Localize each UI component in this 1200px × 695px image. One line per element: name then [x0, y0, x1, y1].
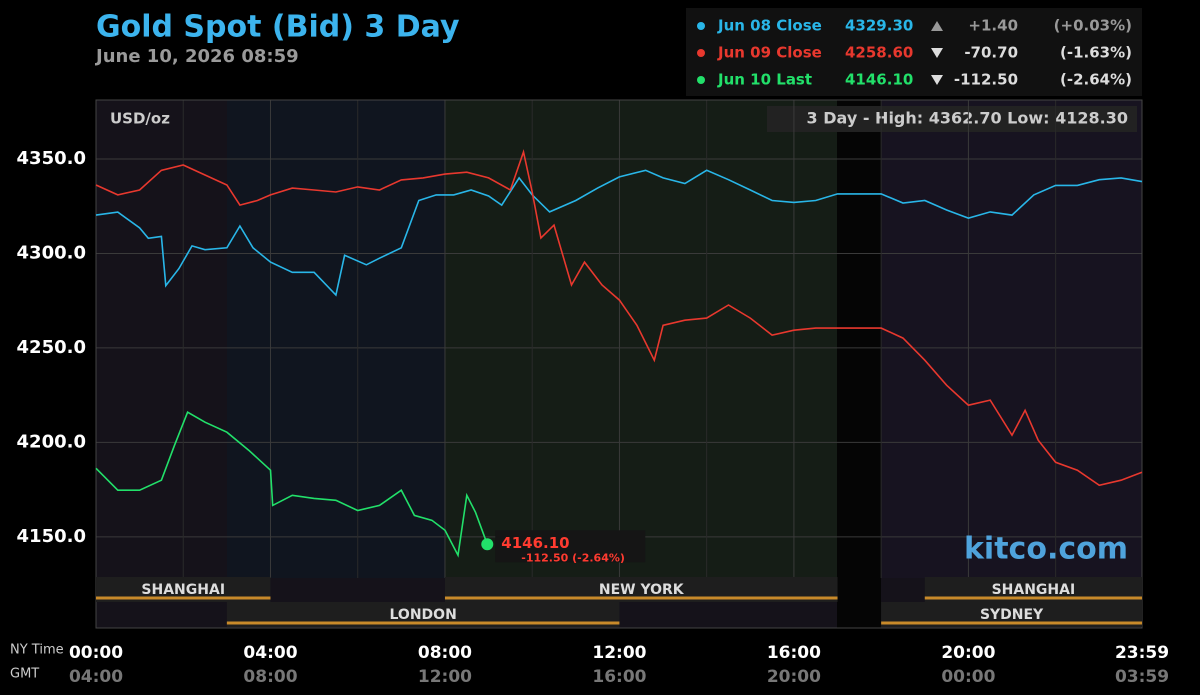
session-label: LONDON: [390, 607, 457, 623]
session-label: NEW YORK: [599, 582, 685, 598]
legend-change-pct: (-2.64%): [1060, 71, 1132, 89]
legend-name: Jun 08 Close: [717, 17, 822, 35]
legend-dot: [697, 76, 705, 84]
legend-dot: [697, 49, 705, 57]
x-tick-label: 08:00: [418, 643, 472, 663]
x-tick-label: 16:00: [767, 643, 821, 663]
legend-arrow: [931, 48, 943, 58]
legend-arrow: [931, 21, 943, 31]
session-label: SHANGHAI: [141, 582, 225, 598]
plot-frame: [95, 99, 1143, 629]
legend-price: 4329.30: [845, 17, 913, 35]
gmt-tick-label: 08:00: [243, 667, 297, 687]
gmt-tick-label: 16:00: [592, 667, 646, 687]
legend-change-pct: (-1.63%): [1060, 44, 1132, 62]
layer: 4150.0 4200.0 4250.0 4300.0 4350.0 00:00 04:00…: [17, 17, 1170, 688]
y-tick-label: 4300.0: [17, 242, 86, 263]
legend-change: -112.50: [954, 71, 1018, 89]
legend-box: [686, 8, 1142, 96]
last-point: [481, 538, 494, 551]
legend-arrow: [931, 75, 943, 85]
gmt-tick-label: 03:59: [1115, 667, 1169, 687]
unit-label: USD/oz: [110, 110, 170, 128]
x-tick-label: 20:00: [941, 643, 995, 663]
range-box: [767, 106, 1137, 132]
y-tick-label: 4200.0: [17, 431, 86, 452]
y-tick-label: 4350.0: [17, 148, 86, 169]
asia-shade: [881, 100, 1142, 578]
legend-name: Jun 09 Close: [717, 44, 822, 62]
chart-title: Gold Spot (Bid) 3 Day: [96, 10, 460, 45]
gmt-tick-label: 04:00: [69, 667, 123, 687]
chart-subtitle: June 10, 2026 08:59: [94, 46, 299, 67]
series-line: [95, 411, 489, 558]
session-label: SHANGHAI: [992, 582, 1076, 598]
x-tick-label: 04:00: [243, 643, 297, 663]
x-tick-label: 23:59: [1115, 643, 1169, 663]
series-line: [95, 149, 1143, 487]
last-change-label: -112.50 (-2.64%): [521, 551, 625, 564]
legend-price: 4146.10: [845, 71, 913, 89]
watermark: kitco.com: [964, 532, 1128, 567]
gmt-tick-label: 20:00: [767, 667, 821, 687]
last-label-box: [495, 530, 646, 563]
gmt-tick-label: 12:00: [418, 667, 472, 687]
legend-name: Jun 10 Last: [717, 71, 812, 89]
legend-price: 4258.60: [845, 44, 913, 62]
gmt-label: GMT: [10, 667, 39, 682]
closed-shade: [837, 100, 881, 628]
x-tick-label: 12:00: [592, 643, 646, 663]
range-text: 3 Day - High: 4362.70 Low: 4128.30: [807, 109, 1128, 128]
x-tick-label: 00:00: [69, 643, 123, 663]
session-label: SYDNEY: [980, 607, 1044, 623]
new-york-shade: [445, 100, 837, 578]
last-value-label: 4146.10: [501, 534, 569, 552]
gmt-tick-label: 00:00: [941, 667, 995, 687]
legend-change-pct: (+0.03%): [1054, 17, 1132, 35]
y-tick-label: 4150.0: [17, 526, 86, 547]
x-label: NY Time: [10, 643, 64, 658]
y-tick-label: 4250.0: [17, 337, 86, 358]
legend-change: +1.40: [968, 17, 1018, 35]
legend-dot: [697, 22, 705, 30]
legend-change: -70.70: [964, 44, 1018, 62]
london-shade: [227, 100, 445, 578]
